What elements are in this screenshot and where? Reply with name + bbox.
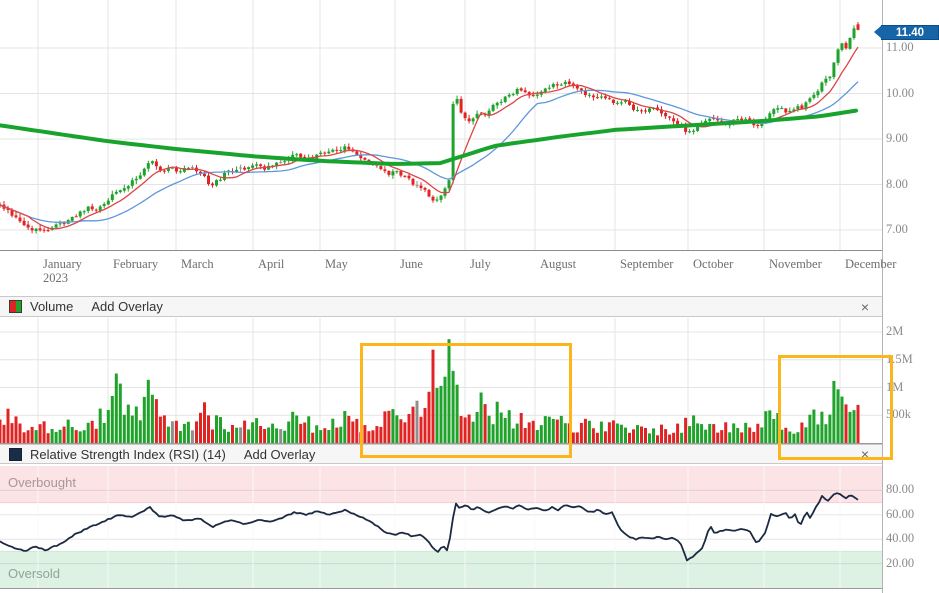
- rsi-close-icon[interactable]: ×: [860, 446, 869, 462]
- time-axis: [0, 250, 882, 297]
- axis-divider: [882, 0, 883, 593]
- rsi-legend-icon: [9, 447, 22, 461]
- june-volume-highlight-box[interactable]: [360, 343, 572, 458]
- volume-add-overlay-link[interactable]: Add Overlay: [91, 299, 163, 314]
- month-label: July: [470, 257, 491, 271]
- year-label: 2023: [43, 271, 68, 285]
- price-axis-label: 8.00: [886, 176, 908, 191]
- volume-legend-icon: [9, 300, 22, 313]
- oversold-label: Oversold: [8, 566, 61, 581]
- month-label: November: [769, 257, 822, 271]
- price-axis-label: 10.00: [886, 85, 915, 100]
- month-label: May: [325, 257, 348, 271]
- rsi-axis-label: 20.00: [886, 555, 915, 570]
- month-label: December: [845, 257, 897, 271]
- candles: [0, 22, 860, 234]
- price-axis-label: 9.00: [886, 131, 908, 145]
- rsi-panel-title: Relative Strength Index (RSI) (14): [30, 446, 226, 462]
- rsi-line: [0, 492, 859, 562]
- month-label: September: [620, 257, 674, 271]
- month-label: October: [693, 257, 734, 271]
- volume-panel-header: Volume Add Overlay ×: [0, 296, 882, 317]
- rsi-axis-label: 60.00: [886, 506, 915, 521]
- month-label: June: [400, 257, 423, 271]
- month-label: March: [181, 257, 214, 271]
- overbought-label: Overbought: [8, 475, 76, 490]
- rsi-axis-label: 80.00: [886, 482, 915, 497]
- december-volume-highlight-box[interactable]: [778, 355, 893, 460]
- month-label: August: [540, 257, 577, 271]
- volume-axis-label: 2M: [886, 324, 904, 338]
- volume-close-icon[interactable]: ×: [860, 298, 869, 315]
- rsi-add-overlay-link[interactable]: Add Overlay: [243, 446, 316, 462]
- price-axis-label: 7.00: [886, 222, 908, 236]
- price-axis-label: 11.00: [886, 40, 914, 54]
- month-label: April: [258, 257, 285, 271]
- rsi-axis-label: 40.00: [886, 531, 915, 546]
- month-label: January: [43, 257, 82, 271]
- volume-panel-title: Volume: [30, 299, 74, 314]
- month-label: February: [113, 257, 159, 271]
- last-price-tag: 11.40: [874, 25, 939, 40]
- rsi-panel-header: Relative Strength Index (RSI) (14) Add O…: [0, 444, 882, 464]
